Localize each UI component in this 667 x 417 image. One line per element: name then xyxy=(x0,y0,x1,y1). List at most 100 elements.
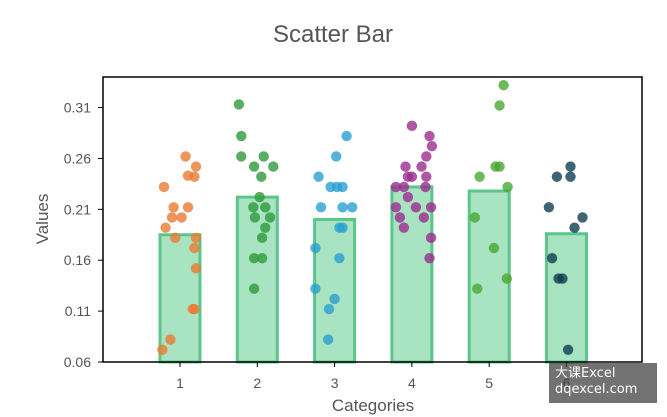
point-cat5-0 xyxy=(498,79,509,91)
x-axis-label: Categories xyxy=(332,396,414,415)
point-cat4-13 xyxy=(390,202,402,213)
point-cat6-0 xyxy=(565,161,576,172)
point-cat1-2 xyxy=(190,161,202,172)
point-cat6-1 xyxy=(551,171,563,182)
y-tick-label: 0.16 xyxy=(64,252,91,268)
point-cat4-1 xyxy=(424,130,435,142)
point-cat6-5 xyxy=(569,222,580,233)
point-cat1-17 xyxy=(157,344,168,355)
point-cat2-1 xyxy=(236,130,247,142)
point-cat1-13 xyxy=(190,263,202,274)
point-cat1-1 xyxy=(180,151,191,162)
x-tick-label: 1 xyxy=(176,375,184,391)
point-cat6-2 xyxy=(565,171,576,182)
point-cat1-12 xyxy=(189,242,200,254)
bar-1 xyxy=(158,233,202,364)
point-cat2-0 xyxy=(233,99,245,110)
point-cat2-16 xyxy=(248,283,260,294)
point-cat1-7 xyxy=(166,212,178,223)
point-cat2-14 xyxy=(248,252,260,264)
point-cat2-2 xyxy=(236,151,247,162)
point-cat1-15 xyxy=(189,303,200,315)
point-cat3-10 xyxy=(334,222,345,233)
point-cat2-15 xyxy=(256,252,268,264)
y-tick-label: 0.11 xyxy=(65,303,91,319)
point-cat3-6 xyxy=(315,202,327,213)
chart-title: Scatter Bar xyxy=(273,21,393,48)
point-cat4-9 xyxy=(390,181,402,193)
point-cat3-15 xyxy=(323,303,335,315)
watermark: 大课Excel dqexcel.com xyxy=(549,363,657,403)
point-cat5-4 xyxy=(474,171,485,182)
point-cat3-8 xyxy=(347,202,358,213)
point-cat1-6 xyxy=(182,202,194,213)
point-cat4-11 xyxy=(420,181,431,193)
point-cat4-5 xyxy=(416,161,427,172)
point-cat3-5 xyxy=(337,181,348,193)
x-tick-label: 2 xyxy=(253,375,261,391)
point-cat3-11 xyxy=(310,242,321,254)
point-cat5-7 xyxy=(488,242,500,254)
point-cat5-6 xyxy=(469,212,480,223)
point-cat5-3 xyxy=(494,161,505,172)
point-cat5-1 xyxy=(494,100,505,111)
point-cat4-2 xyxy=(426,141,438,152)
point-cat1-16 xyxy=(165,334,176,345)
point-cat4-12 xyxy=(402,191,414,203)
point-cat4-0 xyxy=(406,120,418,132)
y-axis-label: Values xyxy=(33,194,52,245)
watermark-line2: dqexcel.com xyxy=(555,382,638,397)
y-tick-label: 0.26 xyxy=(64,150,91,166)
point-cat2-10 xyxy=(264,212,276,223)
point-cat1-0 xyxy=(158,181,170,193)
point-cat3-16 xyxy=(323,334,334,345)
point-cat4-17 xyxy=(418,212,430,223)
bars-layer xyxy=(158,185,588,364)
point-cat6-8 xyxy=(557,273,568,284)
point-cat1-5 xyxy=(168,202,179,213)
point-cat4-7 xyxy=(402,171,414,182)
point-cat2-6 xyxy=(256,171,267,182)
plot-frame xyxy=(102,76,643,363)
point-cat4-15 xyxy=(425,202,437,213)
point-cat2-4 xyxy=(248,161,260,172)
point-cat1-4 xyxy=(182,170,194,181)
point-cat4-10 xyxy=(398,181,410,193)
point-cat2-7 xyxy=(254,191,265,203)
point-cat4-19 xyxy=(425,232,437,244)
point-cat1-11 xyxy=(170,232,181,244)
point-cat3-0 xyxy=(341,130,352,142)
point-cat4-18 xyxy=(398,222,410,233)
point-cat4-20 xyxy=(424,252,435,264)
x-tick-label: 4 xyxy=(408,375,416,391)
x-tick-label: 5 xyxy=(485,375,493,391)
point-cat2-11 xyxy=(249,212,261,223)
point-cat5-5 xyxy=(502,181,513,193)
point-cat2-9 xyxy=(260,202,271,213)
x-tick-label: 3 xyxy=(331,375,339,391)
point-cat3-2 xyxy=(313,171,324,182)
point-cat3-12 xyxy=(334,252,345,264)
point-cat3-14 xyxy=(329,293,340,305)
point-cat5-8 xyxy=(501,273,512,284)
point-cat3-1 xyxy=(331,151,342,162)
point-cat2-13 xyxy=(256,232,268,244)
point-cat1-8 xyxy=(176,212,187,223)
point-cat4-3 xyxy=(421,151,432,162)
point-cat2-8 xyxy=(248,202,259,213)
point-cat6-4 xyxy=(577,212,588,223)
point-cat1-10 xyxy=(190,232,202,244)
point-cat2-3 xyxy=(258,151,269,162)
point-cat4-4 xyxy=(400,161,411,172)
point-cat3-7 xyxy=(337,202,348,213)
point-cat3-13 xyxy=(310,283,321,294)
bar-6 xyxy=(545,232,588,364)
bar-3 xyxy=(313,218,357,364)
point-cat6-6 xyxy=(546,252,558,264)
y-tick-label: 0.31 xyxy=(64,100,91,116)
point-cat4-14 xyxy=(410,202,422,213)
points-layer xyxy=(157,79,588,355)
point-cat2-12 xyxy=(260,222,271,233)
